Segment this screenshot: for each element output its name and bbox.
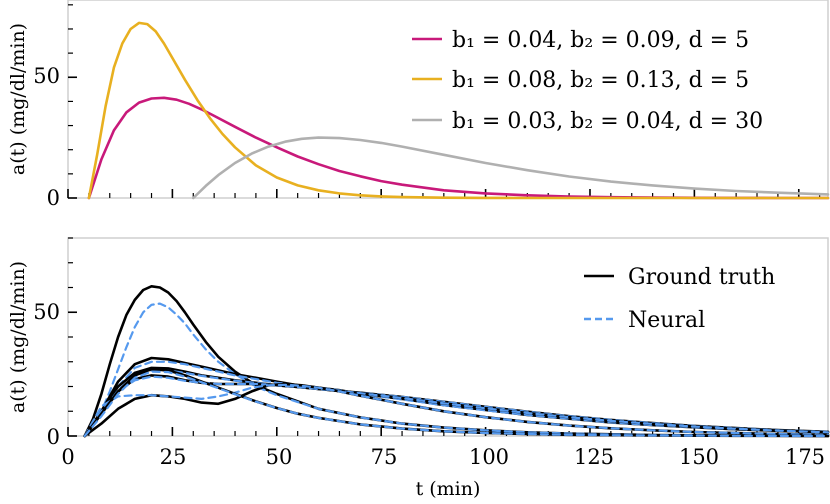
bottom-y-tick-label-0: 0	[47, 425, 60, 449]
bottom-y-tick-label-50: 50	[33, 300, 60, 324]
bottom-series-line-10	[83, 383, 830, 438]
x-tick-label-150: 150	[679, 445, 719, 469]
top-series-line-2	[87, 21, 830, 200]
bottom-series-line-12	[83, 370, 830, 438]
legend-label-series-1: b₁ = 0.04, b₂ = 0.09, d = 5	[452, 28, 749, 53]
bottom-y-tick-labels: 0 50	[33, 300, 60, 449]
legend-label-series-3: b₁ = 0.03, b₂ = 0.04, d = 30	[452, 109, 763, 134]
top-series	[87, 21, 830, 200]
top-y-tick-label-0: 0	[47, 186, 60, 210]
top-panel: 0 50 a(t) (mg/dl/min) b₁ = 0.04, b₂ = 0.…	[7, 0, 830, 210]
x-tick-label-100: 100	[469, 445, 509, 469]
bottom-x-tick-labels: 0 25 50 75 100 125 150 175	[61, 445, 825, 469]
x-tick-label-175: 175	[785, 445, 825, 469]
x-tick-label-75: 75	[371, 445, 398, 469]
bottom-series-line-2	[83, 302, 830, 438]
bottom-series-line-8	[83, 375, 830, 438]
bottom-y-axis-label: a(t) (mg/dl/min)	[7, 261, 29, 413]
bottom-panel: 0 50 0 25 50 75 100 125 150 175 a(t) (mg…	[7, 237, 830, 500]
top-y-tick-labels: 0 50	[33, 64, 60, 210]
top-y-tick-label-50: 50	[33, 64, 60, 88]
bottom-series	[83, 285, 830, 438]
top-legend: b₁ = 0.04, b₂ = 0.09, d = 5 b₁ = 0.08, b…	[412, 28, 763, 134]
x-tick-label-0: 0	[61, 445, 74, 469]
x-axis-label: t (min)	[416, 478, 481, 500]
x-tick-label-50: 50	[266, 445, 293, 469]
bottom-legend: Ground truth Neural	[584, 265, 775, 333]
legend-label-ground-truth: Ground truth	[628, 265, 775, 290]
top-series-line-3	[192, 136, 830, 200]
legend-label-series-2: b₁ = 0.08, b₂ = 0.13, d = 5	[452, 68, 749, 93]
legend-label-neural: Neural	[628, 308, 705, 333]
x-tick-label-125: 125	[574, 445, 614, 469]
top-y-axis-label: a(t) (mg/dl/min)	[7, 23, 29, 175]
x-tick-label-25: 25	[160, 445, 187, 469]
bottom-series-line-3	[83, 356, 830, 438]
